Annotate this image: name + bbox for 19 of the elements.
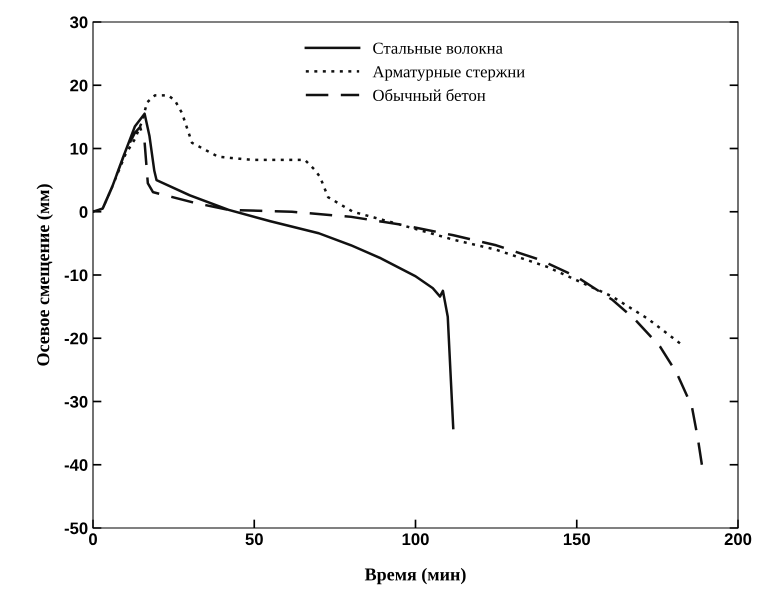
y-tick-label: 10 <box>70 142 88 155</box>
y-tick-label: 30 <box>70 16 88 28</box>
x-tick-label: 200 <box>724 533 752 546</box>
y-tick-label: 0 <box>80 206 88 218</box>
y-tick-label: -30 <box>64 396 88 408</box>
y-tick-label: -20 <box>64 332 88 344</box>
y-tick-label: -50 <box>64 522 88 534</box>
legend-label: Стальные волокна <box>373 42 503 54</box>
legend-label: Обычный бетон <box>373 88 486 101</box>
y-tick-label: 20 <box>70 80 88 92</box>
y-axis-title: Осевое смещение (мм) <box>36 184 53 366</box>
y-tick-label: -40 <box>64 459 88 471</box>
x-tick-label: 50 <box>245 533 263 546</box>
x-axis-title: Время (мин) <box>364 568 466 584</box>
x-tick-label: 0 <box>89 533 97 546</box>
x-tick-label: 150 <box>564 533 590 546</box>
x-tick-label: 100 <box>402 533 429 546</box>
legend-label: Арматурные стержни <box>372 66 525 81</box>
y-tick-label: -10 <box>64 269 88 282</box>
